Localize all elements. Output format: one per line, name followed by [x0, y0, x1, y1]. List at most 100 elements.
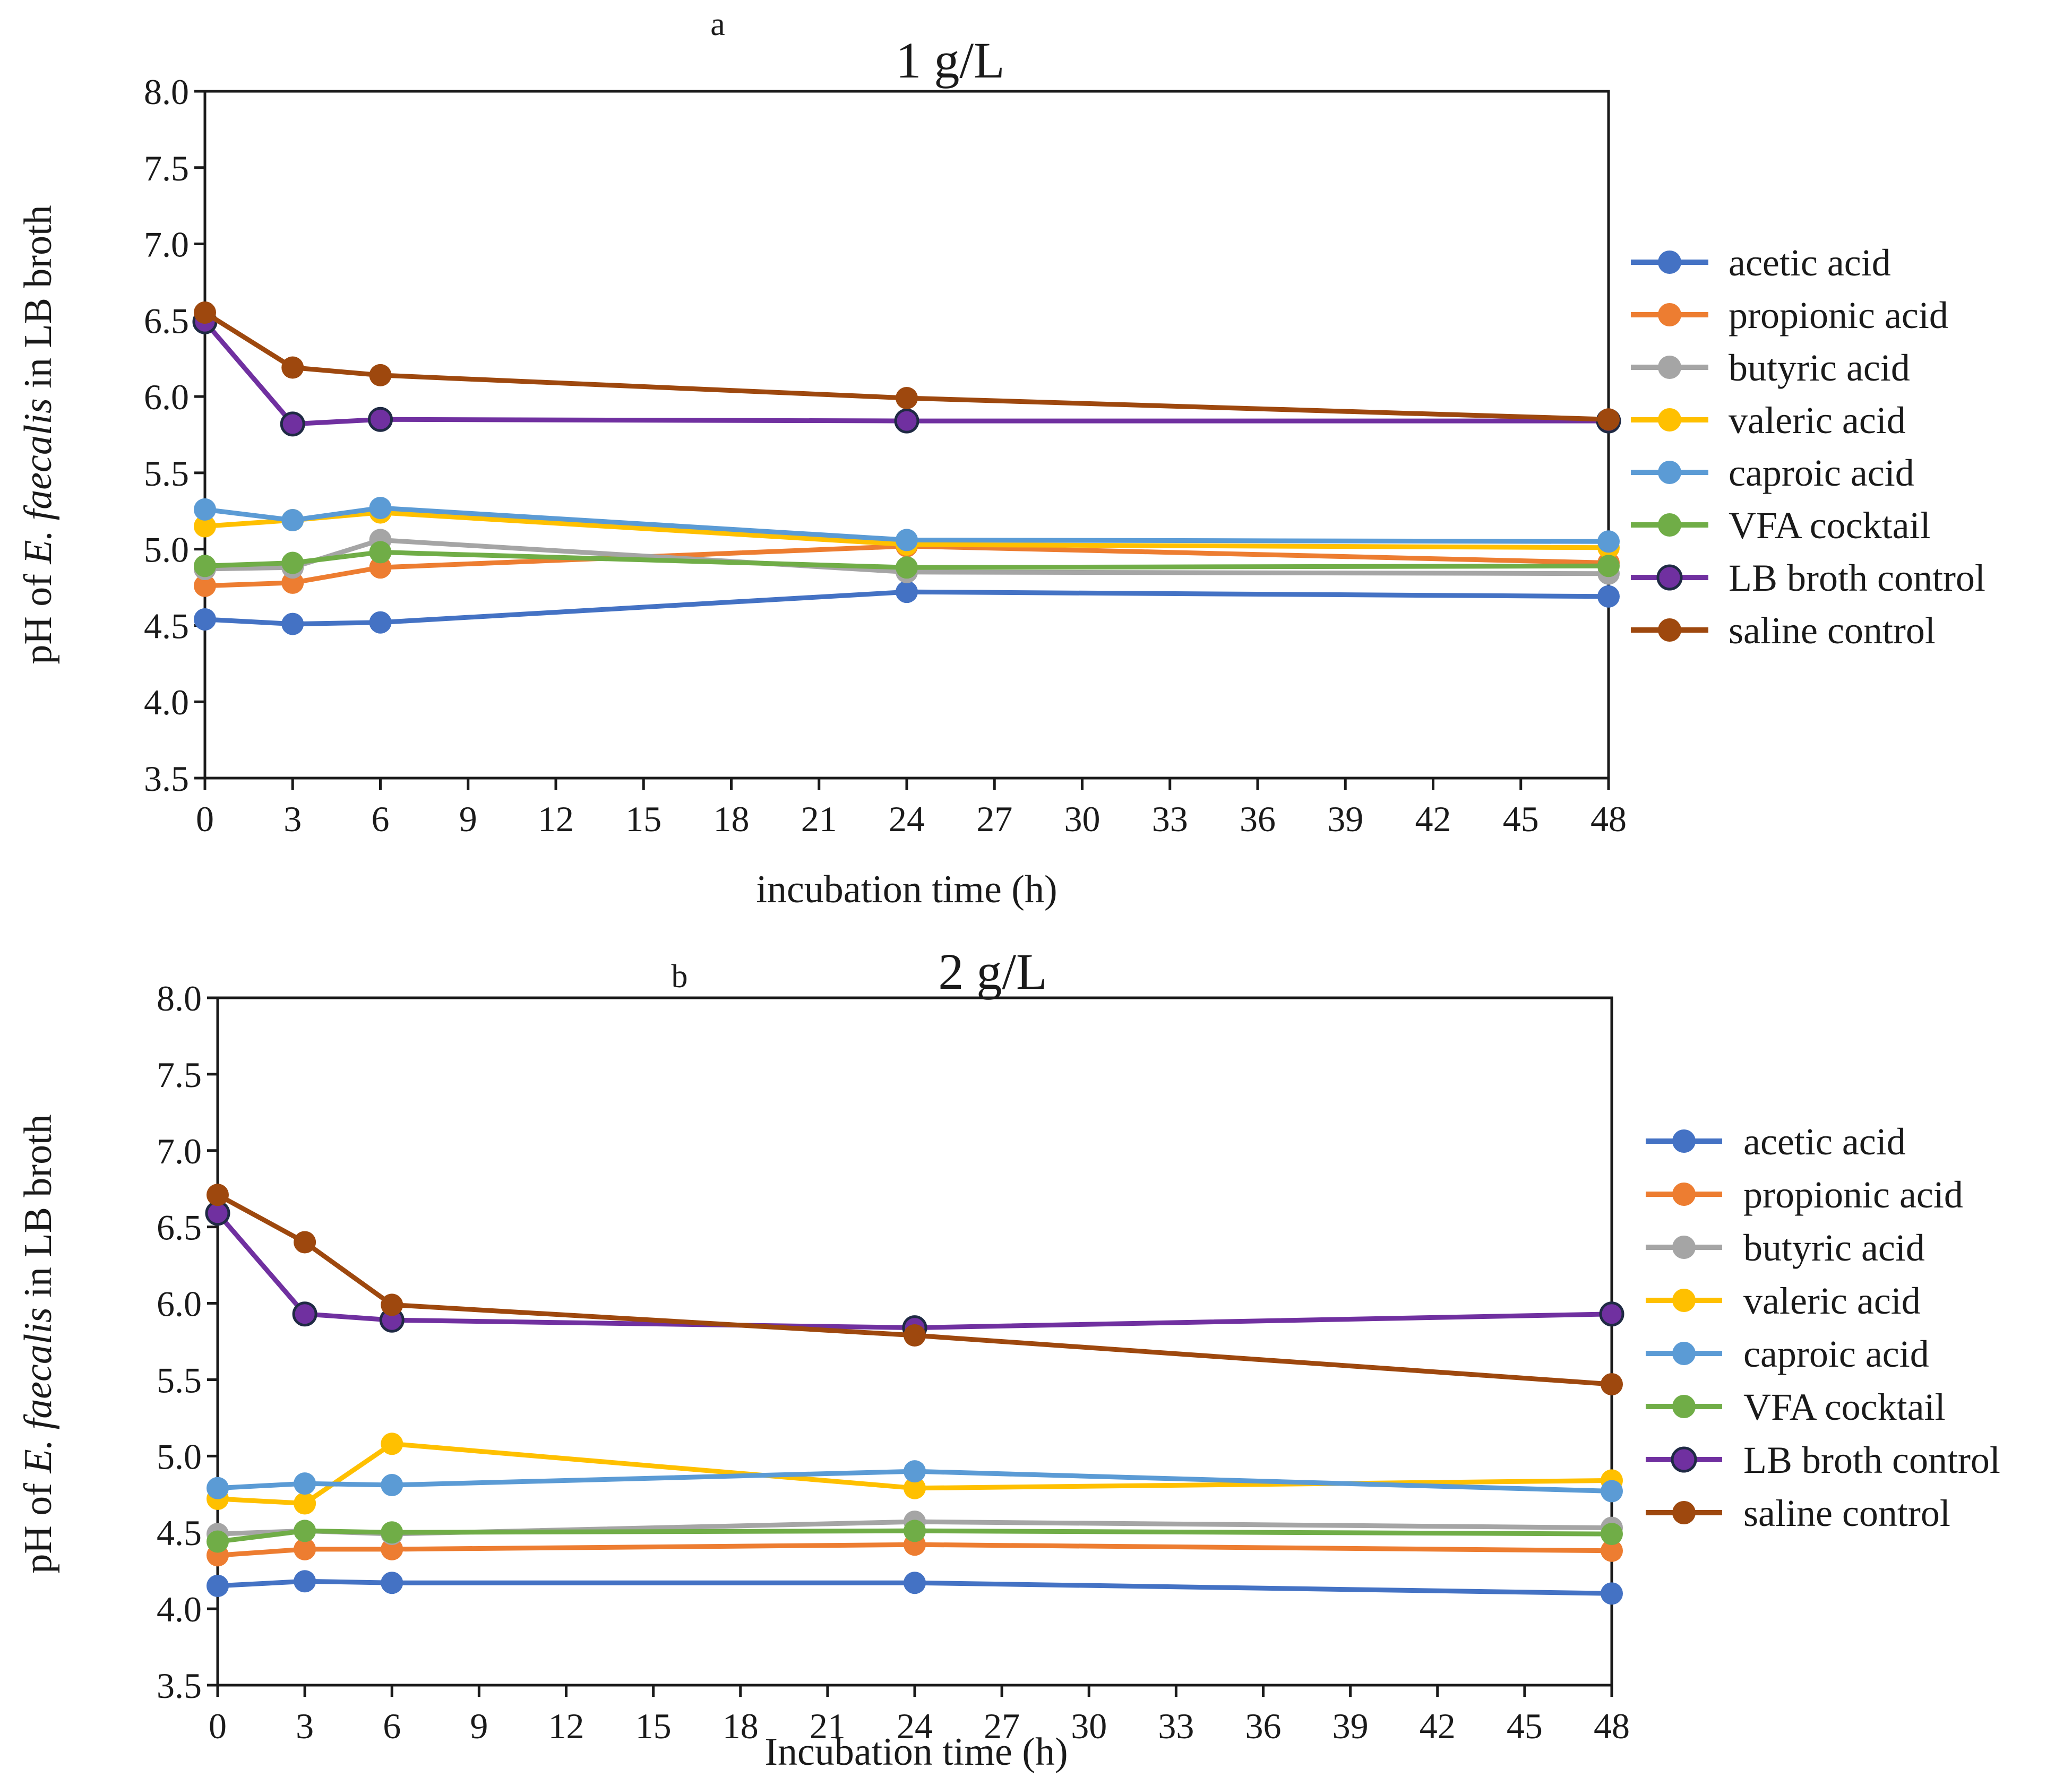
- legend-item: acetic acid: [1646, 1120, 1906, 1163]
- x-tick-label: 6: [372, 799, 390, 839]
- chart-title: 1 g/L: [896, 32, 1004, 89]
- x-tick-label: 48: [1594, 1706, 1630, 1746]
- legend-marker: [1672, 1342, 1696, 1365]
- y-tick-label: 4.0: [144, 682, 189, 722]
- data-point: [381, 1538, 403, 1560]
- x-tick-label: 42: [1415, 799, 1451, 839]
- data-point: [896, 386, 918, 409]
- data-point: [896, 529, 918, 551]
- data-point: [1597, 530, 1620, 553]
- x-tick-label: 30: [1071, 1706, 1107, 1746]
- legend-marker: [1658, 303, 1681, 326]
- y-axis-title-organism: E. faecalis: [16, 398, 60, 564]
- x-tick-label: 24: [897, 1706, 933, 1746]
- data-point: [904, 1324, 926, 1347]
- series-lb-broth-control: [205, 1201, 1624, 1341]
- legend-marker: [1672, 1129, 1696, 1153]
- legend-label: saline control: [1729, 609, 1936, 652]
- data-point: [904, 1460, 926, 1483]
- legend-item: caproic acid: [1631, 452, 1914, 494]
- data-point: [904, 1572, 926, 1594]
- y-tick-label: 5.5: [157, 1360, 202, 1400]
- data-point: [1597, 585, 1620, 608]
- data-point: [281, 612, 304, 635]
- legend-marker: [1658, 513, 1681, 537]
- y-tick-label: 8.0: [144, 72, 189, 112]
- series-line: [216, 1193, 1612, 1387]
- legend-marker: [1672, 1395, 1696, 1418]
- data-point: [896, 581, 918, 603]
- y-axis-title: pH of E. faecalis in LB broth: [16, 1114, 60, 1573]
- y-tick-label: 6.0: [157, 1284, 202, 1324]
- data-point: [368, 407, 393, 432]
- data-point: [1601, 1480, 1623, 1503]
- series-lb-broth-control: [192, 309, 1621, 437]
- x-tick-label: 45: [1507, 1706, 1543, 1746]
- y-axis-title-prefix: pH of: [16, 564, 60, 665]
- panel-letter: b: [672, 959, 688, 995]
- x-tick-label: 24: [889, 799, 925, 839]
- y-tick-label: 5.0: [157, 1436, 202, 1477]
- x-tick-label: 0: [209, 1706, 227, 1746]
- data-point: [194, 555, 216, 577]
- legend-label: LB broth control: [1743, 1439, 2000, 1481]
- data-point: [207, 1477, 229, 1499]
- x-tick-label: 9: [470, 1706, 488, 1746]
- y-tick-label: 3.5: [157, 1666, 202, 1706]
- legend-marker: [1658, 618, 1681, 642]
- legend-item: VFA cocktail: [1631, 504, 1931, 547]
- data-point: [194, 301, 216, 324]
- data-point: [294, 1570, 316, 1593]
- series-acetic-acid: [194, 581, 1620, 635]
- x-tick-label: 18: [713, 799, 750, 839]
- x-tick-label: 39: [1332, 1706, 1369, 1746]
- data-point: [281, 551, 304, 574]
- data-point: [281, 509, 304, 532]
- x-tick-label: 15: [635, 1706, 672, 1746]
- data-point: [194, 574, 216, 597]
- y-axis-title: pH of E. faecalis in LB broth: [16, 205, 60, 664]
- series-vfa-cocktail: [194, 541, 1620, 579]
- legend-item: caproic acid: [1646, 1333, 1929, 1375]
- y-tick-label: 3.5: [144, 758, 189, 799]
- legend-marker: [1656, 564, 1683, 591]
- series-line: [216, 1211, 1612, 1331]
- legend-label: valeric acid: [1729, 399, 1906, 442]
- legend-marker: [1671, 1446, 1697, 1473]
- x-tick-label: 12: [538, 799, 574, 839]
- legend-item: LB broth control: [1646, 1439, 2000, 1481]
- data-point: [1597, 555, 1620, 577]
- legend-marker: [1672, 1289, 1696, 1312]
- legend-label: VFA cocktail: [1729, 504, 1931, 547]
- y-tick-label: 7.0: [144, 225, 189, 265]
- legend-item: valeric acid: [1646, 1280, 1921, 1322]
- data-point: [904, 1520, 926, 1542]
- y-tick-label: 8.0: [157, 978, 202, 1019]
- data-point: [1601, 1582, 1623, 1605]
- y-tick-label: 6.5: [157, 1207, 202, 1248]
- legend-label: butyric acid: [1729, 347, 1910, 389]
- x-tick-label: 0: [196, 799, 214, 839]
- data-point: [381, 1433, 403, 1455]
- series-vfa-cocktail: [207, 1520, 1623, 1553]
- legend-marker: [1658, 356, 1681, 379]
- x-tick-label: 33: [1158, 1706, 1194, 1746]
- data-point: [292, 1301, 317, 1327]
- series-saline-control: [194, 301, 1620, 431]
- data-point: [381, 1521, 403, 1544]
- legend-label: butyric acid: [1743, 1227, 1925, 1269]
- data-point: [294, 1231, 316, 1254]
- legend-label: saline control: [1743, 1492, 1950, 1534]
- series-acetic-acid: [207, 1570, 1623, 1605]
- y-tick-label: 4.0: [157, 1589, 202, 1629]
- data-point: [381, 1293, 403, 1316]
- legend-item: butyric acid: [1646, 1227, 1925, 1269]
- x-tick-label: 30: [1064, 799, 1101, 839]
- chart-panel-b: 3.54.04.55.05.56.06.57.07.58.00 3 6 9 12 15 18…: [16, 943, 2000, 1774]
- data-point: [369, 611, 392, 634]
- y-tick-label: 7.0: [157, 1131, 202, 1171]
- chart-title: 2 g/L: [938, 943, 1047, 1000]
- legend-item: saline control: [1646, 1492, 1950, 1534]
